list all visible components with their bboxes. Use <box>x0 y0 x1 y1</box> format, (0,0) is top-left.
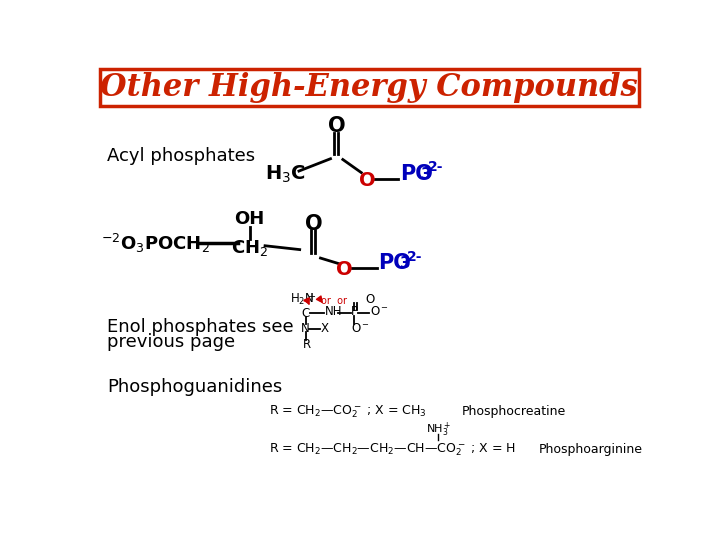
Text: NH$_3^+$: NH$_3^+$ <box>426 421 451 439</box>
Text: NH: NH <box>325 306 343 319</box>
Text: O: O <box>359 171 376 190</box>
Text: O: O <box>305 214 323 234</box>
Text: CH$_2$: CH$_2$ <box>231 238 269 258</box>
Text: R: R <box>303 338 311 351</box>
Text: 3: 3 <box>421 167 432 181</box>
Text: Other High-Energy Compounds: Other High-Energy Compounds <box>100 72 638 103</box>
Text: O$^-$: O$^-$ <box>351 322 370 335</box>
Text: Phosphocreatine: Phosphocreatine <box>462 405 566 418</box>
Text: OH: OH <box>235 210 265 228</box>
Text: P: P <box>351 306 359 319</box>
Text: 3: 3 <box>400 256 410 271</box>
Text: H$_3$C: H$_3$C <box>266 164 306 185</box>
Text: previous page: previous page <box>107 333 235 351</box>
Text: O: O <box>328 117 346 137</box>
FancyBboxPatch shape <box>99 69 639 106</box>
Text: or  or: or or <box>321 296 347 306</box>
Text: N: N <box>301 322 310 335</box>
Text: Phosphoarginine: Phosphoarginine <box>539 443 642 456</box>
Text: X: X <box>320 322 328 335</box>
Text: O$^-$: O$^-$ <box>370 305 389 318</box>
Text: Acyl phosphates: Acyl phosphates <box>107 147 256 165</box>
Text: Enol phosphates see: Enol phosphates see <box>107 318 294 335</box>
Text: R = CH$_2$—CO$_2^-$ ; X = CH$_3$: R = CH$_2$—CO$_2^-$ ; X = CH$_3$ <box>269 403 427 420</box>
Text: Phosphoguanidines: Phosphoguanidines <box>107 377 282 396</box>
Text: 2-: 2- <box>428 160 444 174</box>
Text: +: + <box>307 292 315 301</box>
Text: 2-: 2- <box>407 249 422 264</box>
Text: C: C <box>302 307 310 320</box>
Text: R = CH$_2$—CH$_2$—CH$_2$—CH—CO$_2^-$ ; X = H: R = CH$_2$—CH$_2$—CH$_2$—CH—CO$_2^-$ ; X… <box>269 442 516 458</box>
Text: H$_2$N: H$_2$N <box>290 292 315 307</box>
Text: PO: PO <box>400 164 433 184</box>
Text: $^{-2}$O$_3$POCH$_2$: $^{-2}$O$_3$POCH$_2$ <box>101 232 210 255</box>
Text: PO: PO <box>378 253 411 273</box>
Text: O: O <box>365 293 374 306</box>
Text: O: O <box>336 260 353 279</box>
